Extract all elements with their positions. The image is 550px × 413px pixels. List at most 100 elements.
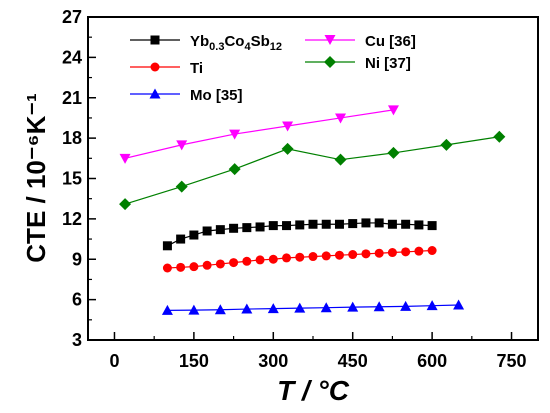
series-2-point-11: [453, 299, 465, 310]
legend-entry-ni: Ni [37]: [305, 55, 411, 72]
x-tick-label-4: 600: [417, 351, 447, 371]
series-2-point-9: [400, 300, 412, 311]
series-1-point-17: [387, 248, 397, 258]
x-tick-label-0: 0: [109, 351, 119, 371]
series-2-point-10: [426, 300, 438, 311]
series-1-point-19: [414, 246, 424, 256]
y-tick-label-7: 24: [62, 47, 82, 67]
series-4-point-7: [493, 130, 506, 143]
series-1-point-0: [162, 263, 172, 273]
series-0-point-19: [414, 220, 424, 230]
series-1-point-5: [229, 258, 239, 268]
legend-label-ni: Ni [37]: [365, 55, 411, 72]
x-tick-label-5: 750: [497, 351, 527, 371]
y-tick-label-6: 21: [62, 88, 82, 108]
series-0-point-16: [374, 218, 384, 228]
series-0-point-2: [189, 230, 199, 240]
series-0-point-17: [387, 219, 397, 229]
x-tick-labels: 0 150 300 450 600 750: [109, 351, 526, 371]
series-2-point-8: [373, 301, 385, 312]
series-0-point-8: [268, 221, 278, 231]
y-tick-label-2: 9: [72, 249, 82, 269]
series-1-point-9: [282, 253, 292, 263]
series-1-point-4: [215, 259, 225, 269]
series-0-point-1: [176, 234, 186, 244]
series-0-point-13: [334, 219, 344, 229]
series-1-point-2: [189, 262, 199, 272]
legend-entry-yb: Yb0.3Co4Sb12: [130, 33, 282, 53]
series-2-point-4: [267, 303, 279, 314]
x-tick-label-1: 150: [179, 351, 209, 371]
series-4-point-3: [281, 142, 294, 155]
x-tick-label-2: 300: [258, 351, 288, 371]
series-3-point-3: [282, 121, 294, 132]
series-0-point-0: [162, 241, 172, 251]
legend-entry-cu: Cu [36]: [305, 33, 416, 50]
series-0-point-14: [348, 219, 358, 229]
y-tick-label-0: 3: [72, 330, 82, 350]
series-4: [119, 130, 506, 211]
y-tick-label-4: 15: [62, 169, 82, 189]
series-4-line: [124, 136, 500, 205]
series-1-point-14: [348, 250, 358, 260]
series-2-point-2: [214, 304, 226, 315]
x-tick-label-3: 450: [338, 351, 368, 371]
series-2-point-7: [347, 301, 359, 312]
x-axis-title: T / °C: [277, 375, 350, 406]
series-3-point-5: [387, 105, 399, 116]
series-0-point-4: [215, 225, 225, 235]
series-4-point-1: [175, 180, 188, 193]
series-2-point-3: [241, 303, 253, 314]
series-0-point-12: [321, 219, 331, 229]
series-1-point-13: [334, 250, 344, 260]
series-2-line: [167, 304, 459, 311]
y-tick-labels: 3 6 9 12 15 18 21 24 27: [62, 7, 82, 350]
legend-label-cu: Cu [36]: [365, 33, 416, 50]
legend-label-yb: Yb0.3Co4Sb12: [190, 33, 282, 53]
series-1-point-10: [295, 252, 305, 262]
series-1-point-11: [308, 252, 318, 262]
series-1-point-20: [427, 246, 437, 256]
series-1-point-15: [361, 249, 371, 259]
series-0-point-7: [255, 222, 265, 232]
series-2-point-6: [320, 302, 332, 313]
series-1-point-8: [268, 254, 278, 264]
series-0-point-3: [202, 226, 212, 236]
series-4-point-5: [387, 146, 400, 159]
series-3-point-4: [335, 113, 347, 124]
legend: Yb0.3Co4Sb12 Ti Mo [35] Cu [36] Ni [37]: [130, 33, 416, 104]
series-4-point-6: [440, 138, 453, 151]
series-3-line: [124, 109, 394, 159]
series-1: [162, 246, 437, 273]
series-4-point-2: [228, 163, 241, 176]
series-layer: [119, 105, 506, 315]
series-0-point-20: [427, 221, 437, 231]
series-2: [161, 299, 465, 315]
series-0-point-6: [242, 223, 252, 233]
series-0-point-18: [401, 219, 411, 229]
series-4-point-0: [119, 198, 132, 211]
series-2-point-1: [188, 304, 200, 315]
series-0-point-5: [229, 223, 239, 233]
series-0-point-10: [295, 220, 305, 230]
y-tick-label-3: 12: [62, 209, 82, 229]
legend-entry-ti: Ti: [130, 60, 203, 77]
series-3: [119, 105, 399, 164]
series-4-point-4: [334, 153, 347, 166]
series-1-point-3: [202, 260, 212, 270]
series-0-point-15: [361, 218, 371, 228]
legend-label-mo: Mo [35]: [190, 87, 243, 104]
y-axis-title: CTE / 10⁻⁶K⁻¹: [21, 93, 51, 262]
legend-label-ti: Ti: [190, 60, 203, 77]
y-tick-label-5: 18: [62, 128, 82, 148]
axis-ticks: [88, 16, 513, 341]
series-1-point-18: [401, 247, 411, 257]
series-3-point-1: [176, 140, 188, 151]
y-tick-label-8: 27: [62, 7, 82, 27]
series-2-point-5: [294, 302, 306, 313]
series-3-point-2: [229, 129, 241, 140]
series-1-point-7: [255, 255, 265, 265]
series-0: [162, 218, 437, 251]
series-0-point-9: [282, 221, 292, 231]
